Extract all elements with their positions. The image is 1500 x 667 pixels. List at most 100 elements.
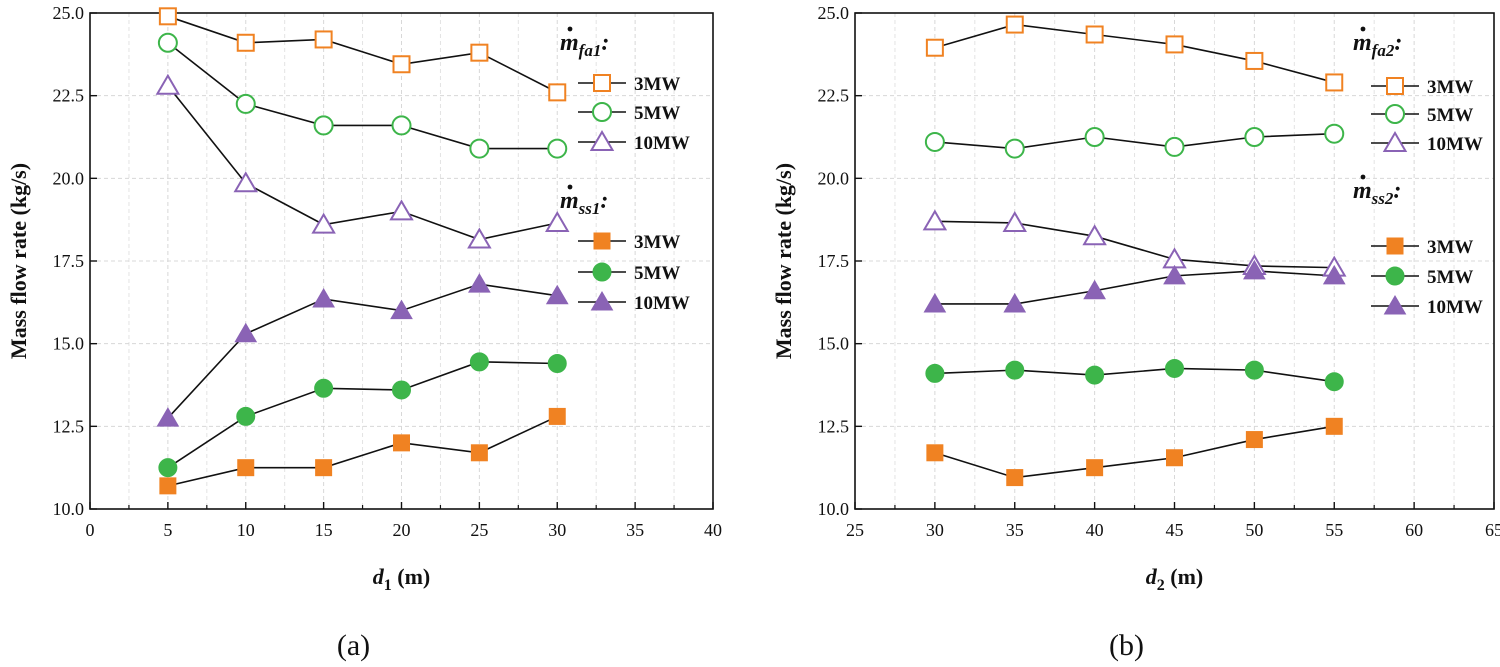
legend-marker [1385, 104, 1405, 124]
legend-dot-accent [1360, 26, 1366, 32]
y-tick-label: 15.0 [53, 334, 85, 354]
data-point [1162, 247, 1187, 269]
y-axis: 10.0 12.5 15.0 17.5 20.0 22.5 25.0 [53, 3, 97, 519]
data-point [925, 363, 945, 383]
series-fa1-5MW [157, 32, 568, 159]
data-point [155, 73, 181, 95]
gridlines [855, 13, 1494, 509]
legend-group-symbol: m [1353, 30, 1372, 56]
data-point [237, 459, 255, 477]
gridlines [90, 13, 713, 509]
legend-marker [1386, 237, 1404, 255]
y-tick-label: 20.0 [818, 168, 850, 188]
data-point [1324, 372, 1344, 392]
legend-marker [589, 130, 615, 151]
data-point [392, 55, 411, 74]
legend-label: 3MW [634, 232, 680, 253]
data-point [313, 115, 334, 136]
x-tick-label: 60 [1405, 520, 1423, 540]
data-point [1244, 360, 1264, 380]
x-tick-label: 65 [1485, 520, 1500, 540]
legend-marker [1383, 295, 1407, 315]
data-point [158, 7, 177, 26]
legend-marker [1382, 131, 1408, 152]
data-point [311, 212, 336, 234]
series-ss2-5MW [925, 358, 1344, 392]
y-tick-label: 15.0 [818, 334, 850, 354]
data-point [312, 288, 335, 308]
data-point [389, 199, 414, 221]
series-ss2-10MW [923, 259, 1346, 313]
data-point [393, 434, 410, 452]
legend-group-title: mss1: [560, 188, 608, 218]
series-line-fa2-10MW [934, 220, 1335, 269]
x-tick-label: 35 [626, 520, 644, 540]
legend-dot-accent [567, 26, 573, 32]
data-point [1245, 431, 1263, 449]
data-point [545, 284, 569, 305]
legend-group-subscript: ss1 [578, 199, 601, 218]
data-point [1164, 136, 1185, 157]
data-point [924, 131, 945, 152]
x-tick-label: 55 [1325, 520, 1343, 540]
x-tick-label: 40 [1086, 520, 1104, 540]
x-axis-subscript: 2 [1157, 577, 1165, 594]
legend-marker [590, 291, 614, 311]
series-ss1-5MW [158, 352, 567, 478]
legend-marker [593, 232, 611, 250]
data-point [1322, 264, 1346, 285]
data-point [1324, 123, 1345, 144]
x-tick-label: 40 [704, 520, 722, 540]
data-point [1004, 138, 1025, 159]
legend-label: 5MW [634, 103, 680, 124]
data-point [922, 209, 948, 231]
panel-label: (a) [337, 629, 370, 662]
y-tick-label: 12.5 [818, 416, 850, 436]
x-tick-label: 50 [1245, 520, 1263, 540]
data-point [468, 273, 491, 293]
legend-label: 10MW [634, 133, 690, 154]
x-tick-label: 20 [393, 520, 411, 540]
data-point [1084, 127, 1105, 147]
data-point [1005, 360, 1025, 380]
legend-group-colon: : [1393, 178, 1401, 204]
data-point [235, 93, 256, 114]
legend-marker [592, 102, 612, 122]
data-point [159, 477, 177, 495]
legend-marker [1386, 77, 1404, 95]
data-point [923, 292, 947, 313]
chart-panel-b: 25 30 35 40 45 50 55 60 6510.012.515.017.520.022… [771, 3, 1500, 662]
data-point [1083, 279, 1106, 300]
data-point [926, 444, 944, 462]
data-point [1325, 73, 1344, 92]
series-fa2-3MW [925, 15, 1344, 92]
x-tick-label: 25 [846, 520, 864, 540]
data-point [1082, 224, 1107, 246]
legend-group-colon: : [1394, 30, 1402, 56]
x-axis: 0 5 10 15 20 25 30 35 40 [86, 502, 722, 540]
x-tick-label: 10 [237, 520, 255, 540]
legend-group-colon: : [601, 30, 609, 56]
x-tick-label: 0 [86, 520, 95, 540]
data-point [233, 171, 258, 193]
x-axis-var: d [373, 564, 385, 589]
series-line-fa1-3MW [167, 15, 558, 94]
series-line-fa2-5MW [934, 132, 1335, 150]
data-point [236, 33, 255, 52]
data-point [314, 30, 333, 49]
data-point [1165, 35, 1184, 54]
y-tick-label: 10.0 [53, 499, 85, 519]
y-tick-label: 25.0 [818, 3, 850, 23]
x-tick-label: 15 [315, 520, 333, 540]
legend-label: 5MW [1427, 267, 1473, 288]
y-tick-label: 17.5 [818, 251, 850, 271]
data-point [236, 406, 256, 426]
data-point [469, 352, 489, 372]
x-axis: 25 30 35 40 45 50 55 60 65 [846, 502, 1500, 540]
data-point [470, 43, 489, 62]
series-line-ss2-10MW [934, 270, 1335, 305]
y-tick-label: 20.0 [53, 168, 85, 188]
data-point [469, 138, 490, 159]
